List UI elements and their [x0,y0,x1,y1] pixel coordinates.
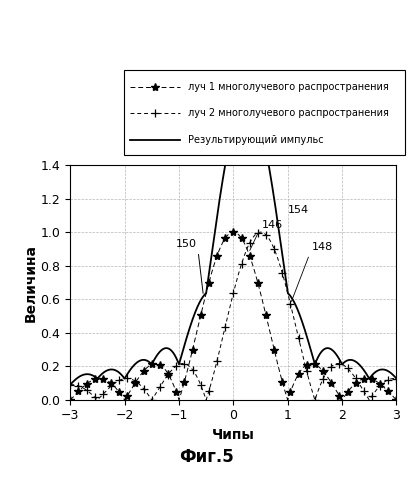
Text: 150: 150 [176,239,203,294]
Text: 146: 146 [250,220,283,250]
Text: 148: 148 [292,242,333,302]
Y-axis label: Величина: Величина [24,244,38,322]
Text: 152: 152 [0,499,1,500]
X-axis label: Чипы: Чипы [212,428,255,442]
Text: Фиг.5: Фиг.5 [179,448,234,466]
Text: луч 1 многолучевого распространения: луч 1 многолучевого распространения [188,82,389,92]
Text: Результирующий импульс: Результирующий импульс [188,134,324,144]
Text: луч 2 многолучевого распространения: луч 2 многолучевого распространения [188,108,389,118]
Text: 154: 154 [288,206,309,216]
